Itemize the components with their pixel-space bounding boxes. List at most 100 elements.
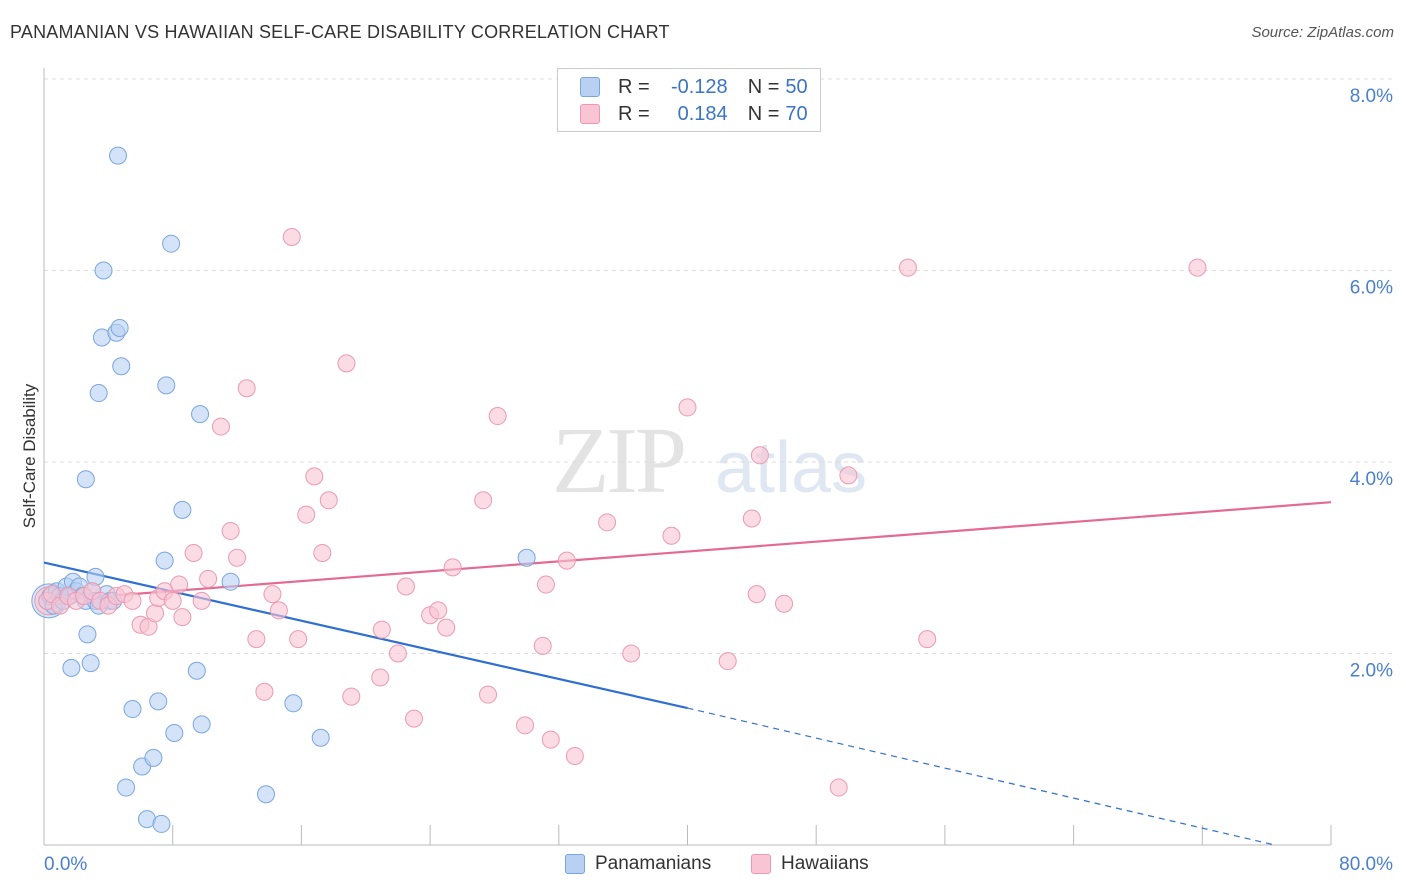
bottom-legend-swatch-blue (565, 854, 585, 874)
hawaiian-point (263, 585, 282, 604)
panamanian-point (110, 318, 129, 337)
hawaiian-point (313, 543, 332, 562)
hawaiian-point (718, 652, 737, 671)
watermark-zip: ZIP (552, 409, 684, 513)
hawaiian-point (565, 746, 584, 765)
hawaiian-point (405, 709, 424, 728)
hawaiian-point (146, 604, 165, 623)
panamanian-point (62, 658, 81, 677)
hawaiian-point (775, 594, 794, 613)
hawaiian-point (557, 551, 576, 570)
panamanian-point (284, 694, 303, 713)
legend-swatch-blue (580, 77, 600, 97)
panamanian-point (221, 572, 240, 591)
hawaiian-point (192, 591, 211, 610)
hawaiian-point (319, 491, 338, 510)
bottom-legend-swatch-pink (751, 854, 771, 874)
y-tick-label: 8.0% (1350, 86, 1393, 107)
hawaiian-point (829, 778, 848, 797)
legend-n-value: 70 (785, 102, 808, 125)
hawaiian-point (479, 685, 498, 704)
hawaiian-point (396, 577, 415, 596)
hawaiian-point (474, 491, 493, 510)
panamanian-point (94, 261, 113, 280)
panamanian-point (78, 625, 97, 644)
hawaiian-point (282, 227, 301, 246)
legend-n-value: 50 (785, 75, 808, 98)
panamanian-point (162, 234, 181, 253)
hawaiian-point (170, 575, 189, 594)
panamanian-point (144, 748, 163, 767)
hawaiian-point (839, 466, 858, 485)
x-tick-label-min: 0.0% (44, 854, 87, 875)
hawaiian-point (297, 505, 316, 524)
panamanian-point (165, 723, 184, 742)
hawaiian-point (662, 526, 681, 545)
panamanian-point (187, 661, 206, 680)
panamanian-point (192, 715, 211, 734)
hawaiian-point (429, 601, 448, 620)
hawaiian-point (211, 417, 230, 436)
y-axis-label: Self-Care Disability (20, 383, 39, 528)
hawaiian-point (163, 591, 182, 610)
panamanian-point (112, 357, 131, 376)
legend-r-value: -0.128 (670, 75, 728, 98)
watermark-atlas: atlas (715, 428, 867, 508)
panamanian-point (191, 405, 210, 424)
hawaiian-point (622, 644, 641, 663)
panamanian-point (152, 814, 171, 833)
hawaiian-point (742, 509, 761, 528)
panamanian-point (76, 470, 95, 489)
hawaiian-point (184, 543, 203, 562)
panamanian-point (89, 384, 108, 403)
panamanian-point (311, 728, 330, 747)
bottom-legend-label: Panamanians (595, 853, 712, 874)
hawaiian-point (747, 585, 766, 604)
hawaiian-point (123, 591, 142, 610)
y-tick-label: 6.0% (1350, 278, 1393, 299)
hawaiian-point (437, 618, 456, 637)
hawaiian-point (750, 446, 769, 465)
hawaiian-point (173, 608, 192, 627)
panamanian-point (109, 146, 128, 165)
correlation-legend: R = -0.128 N = 50 R = 0.184 N = 70 (557, 68, 821, 132)
panamanian-point (117, 778, 136, 797)
panamanian-point (257, 785, 276, 804)
bottom-legend-label: Hawaiians (781, 853, 869, 874)
hawaiian-point (1188, 258, 1207, 277)
hawaiian-point (247, 630, 266, 649)
hawaiian-point (255, 682, 274, 701)
hawaiian-point (388, 644, 407, 663)
panamanian-trendline (43, 561, 688, 710)
hawaiian-point (536, 575, 555, 594)
panamanian-trendline-extension (687, 707, 1275, 846)
hawaiian-point (898, 258, 917, 277)
legend-n-label: N = (747, 75, 780, 98)
hawaiian-point (516, 716, 535, 735)
hawaiian-point (228, 548, 247, 567)
panamanian-point (517, 548, 536, 567)
panamanian-point (157, 376, 176, 395)
hawaiian-point (533, 636, 552, 655)
hawaiian-point (305, 467, 324, 486)
panamanian-point (155, 551, 174, 570)
chart-title: PANAMANIAN VS HAWAIIAN SELF-CARE DISABIL… (10, 22, 670, 42)
hawaiian-point (598, 513, 617, 532)
hawaiian-point (237, 379, 256, 398)
hawaiian-point (269, 601, 288, 620)
legend-swatch-pink (580, 104, 600, 124)
hawaiian-point (541, 730, 560, 749)
bottom-legend-hawaiians: Hawaiians (751, 852, 869, 876)
hawaiian-point (443, 558, 462, 577)
legend-r-label: R = (618, 75, 650, 98)
legend-n-label: N = (747, 102, 780, 125)
hawaiian-point (371, 668, 390, 687)
legend-r-label: R = (618, 102, 650, 125)
hawaiian-trendline (43, 501, 1332, 602)
legend-r-value: 0.184 (677, 102, 728, 125)
y-tick-label: 2.0% (1350, 661, 1393, 682)
panamanian-point (173, 500, 192, 519)
hawaiian-point (488, 407, 507, 426)
hawaiian-point (221, 521, 240, 540)
